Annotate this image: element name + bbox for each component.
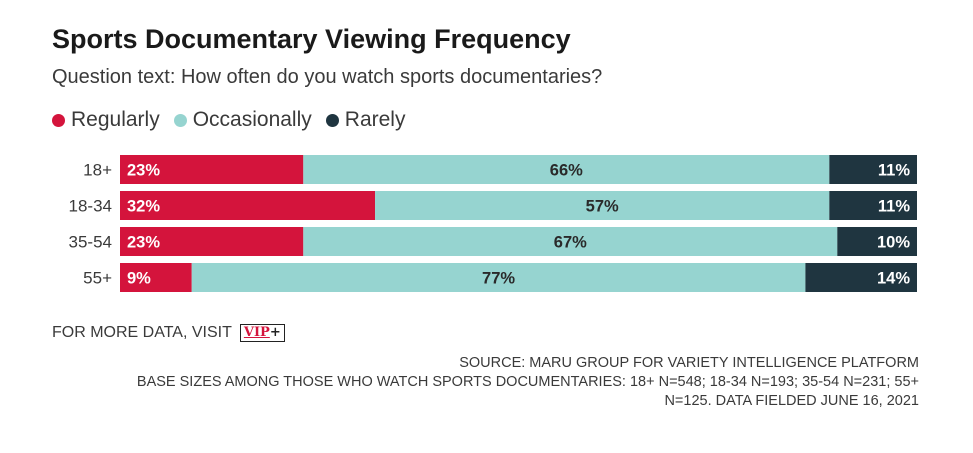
legend-label-rarely: Rarely [344,108,406,131]
bar-segment-regularly [120,263,192,292]
source-line: SOURCE: MARU GROUP FOR VARIETY INTELLIGE… [459,355,919,371]
vip-logo-text: VIP [243,325,270,340]
data-label-regularly: 23% [127,234,160,252]
bar-segment-regularly [120,191,376,220]
legend-item-occasionally: Occasionally [173,108,312,132]
bar-segment-regularly [120,155,304,184]
legend-label-regularly: Regularly [71,108,160,131]
data-label-regularly: 32% [127,198,160,216]
data-label-regularly: 9% [127,270,151,288]
legend-item-regularly: Regularly [52,108,160,132]
category-label: 35-54 [69,233,112,252]
data-label-rarely: 14% [877,270,910,288]
data-label-regularly: 23% [127,162,160,180]
vip-plus-logo[interactable]: VIP+ [239,324,285,342]
data-label-occasionally: 57% [586,198,619,216]
category-label: 18+ [83,161,112,180]
bar-segment-occasionally [303,227,838,256]
legend-dot-regularly [52,113,65,127]
legend-item-rarely: Rarely [325,108,406,132]
legend-dot-occasionally [173,113,187,127]
bar-segment-rarely [837,227,917,256]
data-label-occasionally: 77% [482,270,515,288]
data-label-rarely: 10% [877,234,910,252]
stacked-bar-chart: 18+ 23% 66% 11% 18-34 32% 57% 11% 35-54 23% 67% 10%… [69,155,917,292]
bar-segment-regularly [120,227,304,256]
data-label-occasionally: 66% [550,162,583,180]
data-label-occasionally: 67% [554,234,587,252]
vip-logo-plus: + [269,325,281,340]
chart-subtitle: Question text: How often do you watch sp… [52,66,603,88]
legend: Regularly Occasionally Rarely [52,108,419,132]
data-label-rarely: 11% [878,162,910,180]
bar-segment-rarely [829,155,917,184]
source-line: BASE SIZES AMONG THOSE WHO WATCH SPORTS … [136,374,919,390]
bar-segment-occasionally [303,155,830,184]
chart-title: Sports Documentary Viewing Frequency [52,24,571,54]
legend-label-occasionally: Occasionally [192,108,312,131]
bar-segment-occasionally [191,263,806,292]
bar-segment-occasionally [375,191,830,220]
more-data-link[interactable]: FOR MORE DATA, VISIT VIP+ [52,324,285,342]
bar-segment-rarely [829,191,917,220]
legend-dot-rarely [325,113,339,127]
data-label-rarely: 11% [878,198,910,216]
source-line: N=125. DATA FIELDED JUNE 16, 2021 [664,393,919,409]
category-label: 18-34 [69,197,112,216]
bar-segment-rarely [805,263,917,292]
category-label: 55+ [83,269,112,288]
more-data-text: FOR MORE DATA, VISIT [52,324,232,341]
source-note: SOURCE: MARU GROUP FOR VARIETY INTELLIGE… [39,354,919,411]
